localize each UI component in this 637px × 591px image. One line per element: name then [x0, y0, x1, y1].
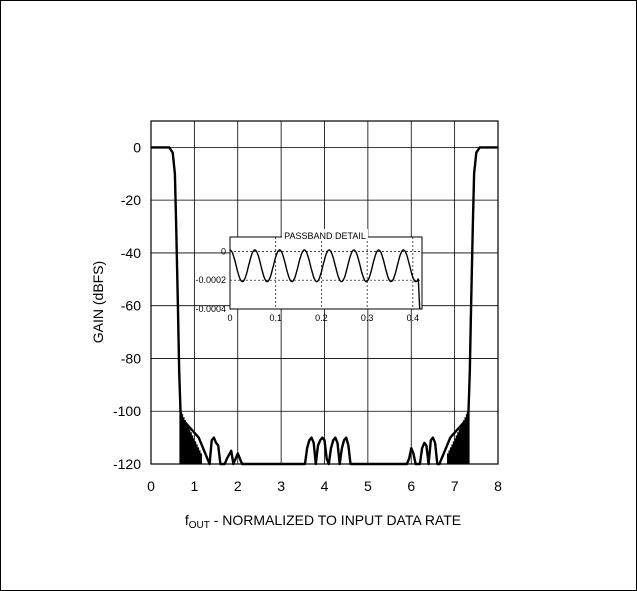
inset-series [229, 249, 421, 310]
y-tick-label: -80 [121, 350, 141, 366]
stopband-ripple [179, 411, 202, 464]
inset-y-tick-label: -0.0002 [195, 275, 226, 285]
plot-border [150, 120, 499, 465]
inset-y-tick-labels: 0 -0.0002 -0.0004 [195, 246, 226, 314]
inset-title: PASSBAND DETAIL [284, 231, 366, 241]
x-tick-label: 4 [321, 478, 329, 494]
x-axis-label: fOUT - NORMALIZED TO INPUT DATA RATE [185, 512, 461, 531]
inset-x-tick-label: 0 [227, 313, 232, 323]
inset-x-tick-label: 0.2 [315, 313, 328, 323]
main-series [151, 146, 498, 466]
y-tick-label: -100 [113, 403, 141, 419]
x-tick-labels: 0 1 2 3 4 5 6 7 8 [147, 478, 502, 494]
y-tick-label: -20 [121, 192, 141, 208]
x-tick-label: 7 [451, 478, 459, 494]
y-axis-label: GAIN (dBFS) [90, 261, 106, 343]
y-tick-labels: 0 -20 -40 -60 -80 -100 -120 [113, 139, 141, 472]
stopband-fill [179, 411, 470, 464]
y-tick-label: -60 [121, 298, 141, 314]
inset-y-tick-label: 0 [221, 246, 226, 256]
x-tick-label: 0 [147, 478, 155, 494]
x-tick-label: 6 [407, 478, 415, 494]
x-tick-label: 8 [494, 478, 502, 494]
y-tick-label: -40 [121, 245, 141, 261]
y-tick-label: -120 [113, 456, 141, 472]
inset-background [229, 236, 423, 310]
gain-response-line [151, 146, 498, 466]
x-tick-label: 1 [190, 478, 198, 494]
inset-x-tick-label: 0.4 [407, 313, 420, 323]
y-tick-label: 0 [133, 139, 141, 155]
x-tick-label: 3 [277, 478, 285, 494]
passband-inset: 0 -0.0002 -0.0004 0 0.1 0.2 0.3 0.4 PASSBAND D… [195, 229, 423, 323]
x-tick-label: 5 [364, 478, 372, 494]
inset-x-tick-labels: 0 0.1 0.2 0.3 0.4 [227, 313, 419, 323]
inset-y-tick-label: -0.0004 [195, 304, 226, 314]
x-axis-label-f: f [185, 512, 189, 528]
main-grid [150, 120, 499, 465]
x-axis-label-rest: - NORMALIZED TO INPUT DATA RATE [210, 512, 461, 528]
inset-x-tick-label: 0.1 [269, 313, 282, 323]
x-axis-label-sub: OUT [189, 520, 210, 531]
inset-title-bg [282, 229, 368, 241]
stopband-ripple [447, 411, 470, 464]
x-tick-label: 2 [234, 478, 242, 494]
passband-ripple-line [229, 249, 421, 310]
inset-x-tick-label: 0.3 [361, 313, 374, 323]
